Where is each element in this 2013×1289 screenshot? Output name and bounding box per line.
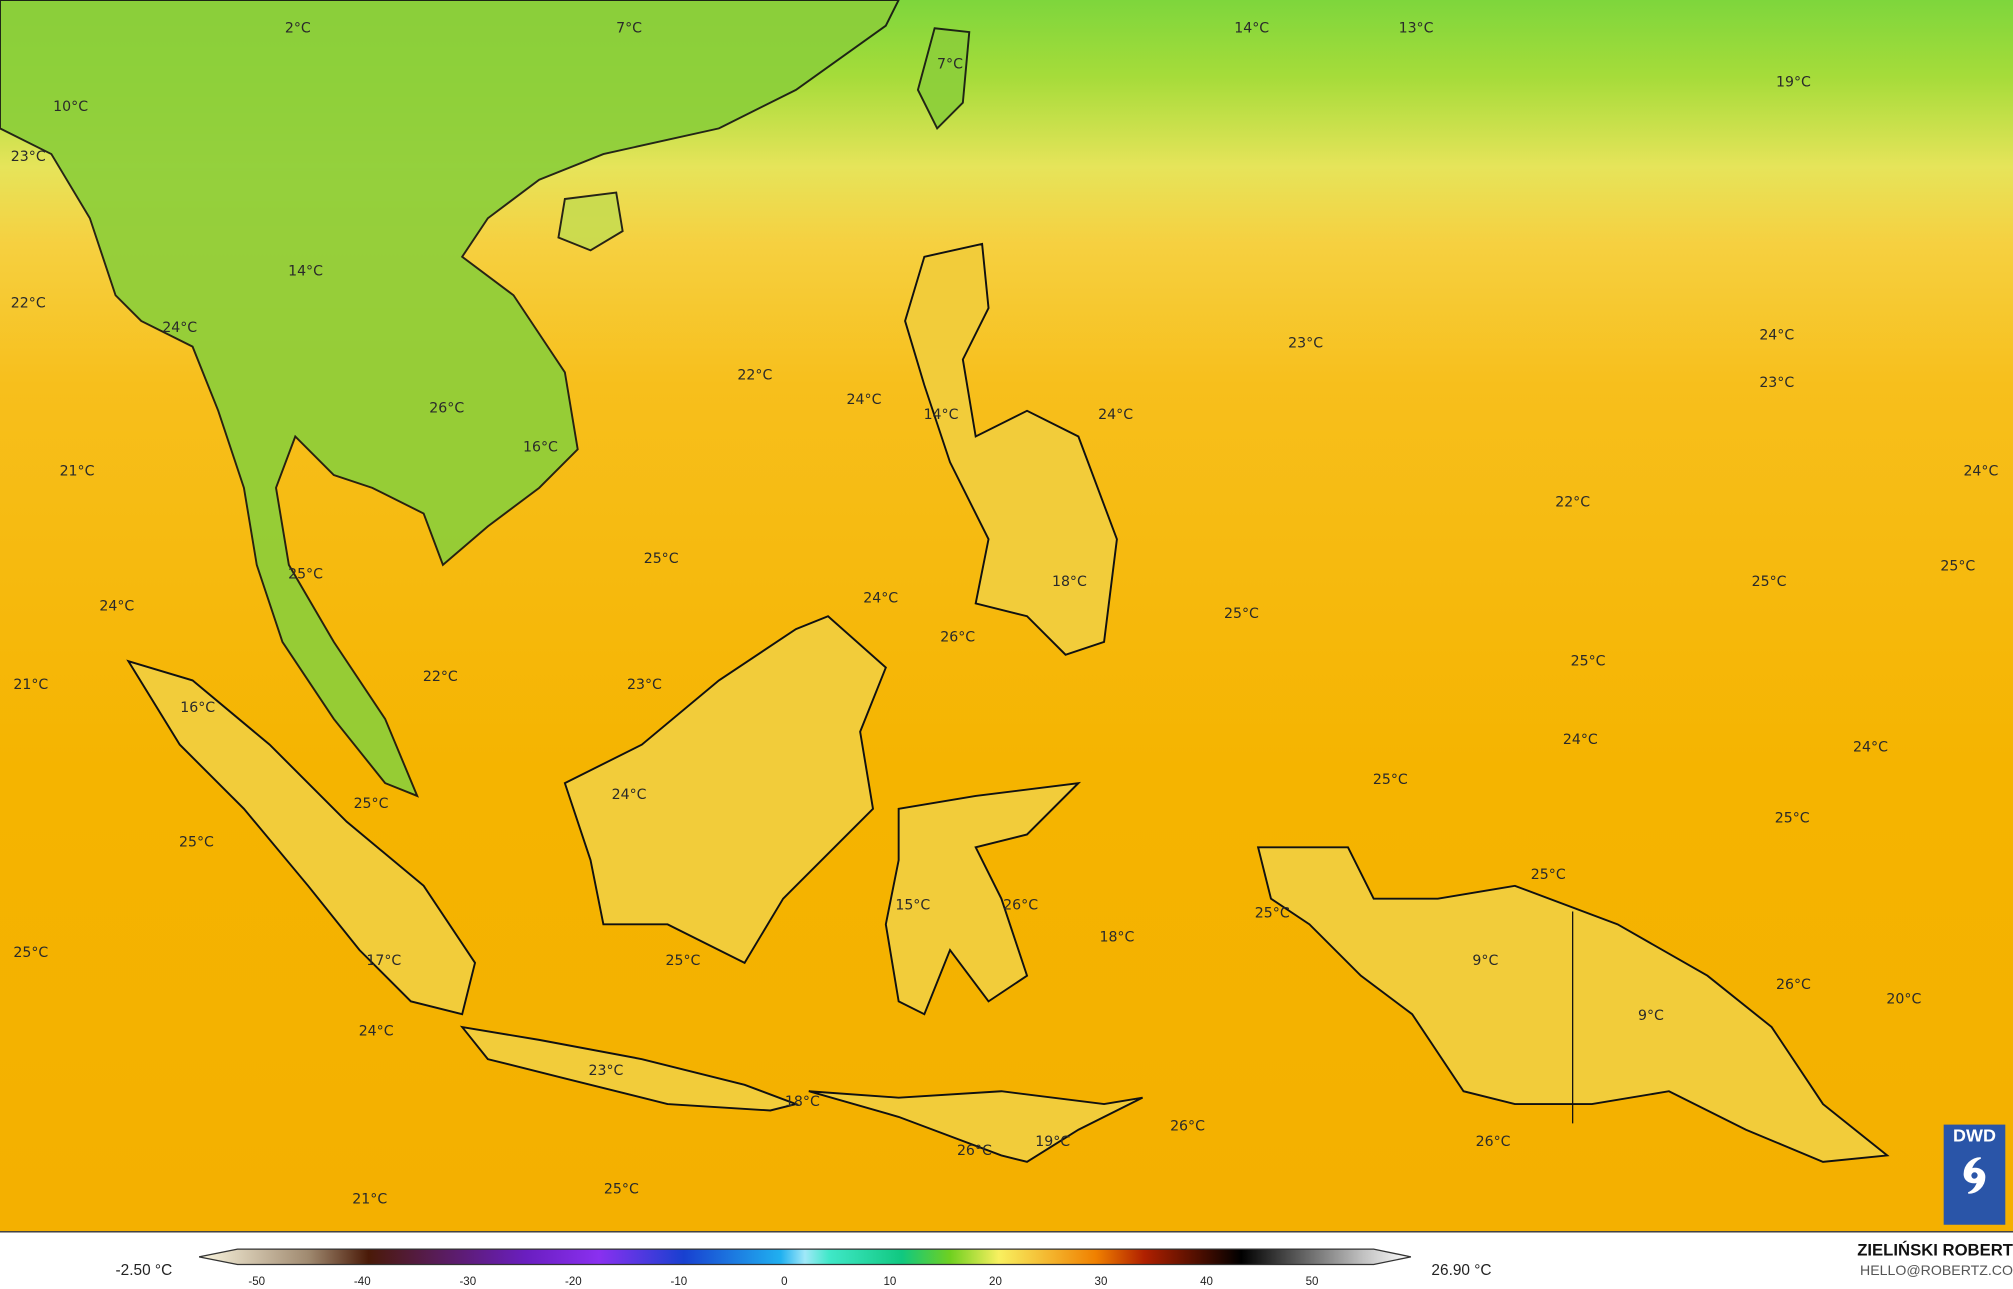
legend-tick-label: 50 [1305, 1274, 1319, 1288]
landmasses [0, 0, 1890, 1163]
temperature-label: 24°C [611, 786, 647, 804]
temperature-label: 25°C [665, 951, 701, 969]
legend-tick-label: -20 [564, 1274, 582, 1288]
temperature-label: 25°C [643, 550, 679, 567]
color-legend: -2.50 °C -50 -40 -30 -20 -10 0 10 20 30 40 50 26.9… [0, 1231, 2013, 1289]
temperature-label: 25°C [603, 1180, 639, 1198]
temperature-label: 22°C [737, 366, 773, 384]
legend-tick-label: 0 [781, 1274, 788, 1288]
land-lesser-sunda [808, 1090, 1144, 1163]
temperature-label: 25°C [13, 944, 49, 961]
temperature-label: 21°C [13, 675, 49, 693]
color-scale-bar [198, 1248, 1412, 1266]
temperature-label: 25°C [1774, 809, 1810, 827]
temperature-label: 24°C [1098, 406, 1134, 424]
land-hainan [557, 191, 624, 252]
temperature-label: 26°C [1475, 1132, 1511, 1150]
legend-tick-label: 30 [1094, 1274, 1108, 1288]
temperature-label: 9°C [1638, 1007, 1664, 1024]
temperature-label: 2°C [284, 19, 311, 37]
temperature-label: 25°C [1530, 865, 1566, 883]
legend-tick-label: -30 [459, 1274, 477, 1288]
temperature-label: 16°C [180, 699, 216, 716]
temperature-label: 22°C [10, 294, 46, 312]
author-email[interactable]: HELLO@ROBERTZ.CO [1860, 1263, 2013, 1279]
temperature-label: 24°C [358, 1022, 394, 1040]
land-mainland-asia [0, 0, 900, 798]
legend-tick-label: 10 [883, 1274, 897, 1288]
temperature-label: 21°C [59, 462, 95, 480]
temperature-label: 24°C [1853, 738, 1888, 756]
land-java [459, 1025, 800, 1112]
temperature-label: 23°C [10, 148, 46, 165]
legend-tick-label: -40 [353, 1274, 371, 1288]
temperature-label: 9°C [1472, 951, 1499, 969]
temperature-label: 18°C [1099, 928, 1135, 946]
land-philippines [904, 242, 1118, 656]
temperature-label: 22°C [422, 668, 458, 685]
temperature-label: 26°C [940, 628, 976, 646]
temperature-map[interactable]: 2°C 7°C 14°C 13°C 7°C 19°C 10°C 23°C 14°C 22°C 24°… [0, 0, 2013, 1232]
temperature-label: 25°C [1570, 652, 1606, 670]
temperature-label: 25°C [1254, 904, 1290, 922]
temperature-label: 26°C [1170, 1117, 1205, 1135]
legend-min-value: -2.50 °C [115, 1260, 173, 1279]
temperature-label: 24°C [1963, 462, 1999, 480]
temperature-label: 7°C [937, 55, 963, 73]
temperature-label: 18°C [784, 1093, 820, 1110]
temperature-label: 26°C [429, 399, 465, 417]
temperature-label: 24°C [863, 589, 899, 607]
temperature-label: 26°C [956, 1141, 992, 1159]
temperature-label: 23°C [588, 1062, 624, 1080]
temperature-label: 25°C [288, 565, 323, 583]
temperature-label: 24°C [846, 390, 882, 408]
legend-tick-label: -10 [670, 1274, 688, 1288]
temperature-label: 25°C [178, 833, 214, 851]
temperature-label: 26°C [1776, 976, 1811, 994]
temperature-label: 25°C [1940, 557, 1976, 575]
temperature-label: 26°C [1003, 896, 1039, 914]
temperature-label: 13°C [1398, 19, 1434, 37]
temperature-label: 16°C [523, 438, 558, 456]
temperature-label: 14°C [288, 262, 323, 280]
temperature-label: 25°C [1223, 605, 1259, 623]
temperature-label: 19°C [1035, 1132, 1071, 1150]
temperature-label: 20°C [1886, 990, 1922, 1008]
land-sulawesi [884, 781, 1082, 1016]
temperature-label: 25°C [1372, 770, 1408, 788]
spiral-icon: 🌀︎ [1962, 1147, 1987, 1205]
temperature-label: 21°C [352, 1190, 388, 1208]
legend-tick-label: 40 [1200, 1274, 1213, 1288]
author-name: ZIELIŃSKI ROBERT [1857, 1240, 2013, 1260]
land-borneo [563, 615, 887, 965]
temperature-label: 24°C [1759, 326, 1795, 344]
temperature-label: 10°C [53, 98, 89, 115]
land-sumatra [126, 659, 477, 1016]
temperature-label: 15°C [895, 896, 931, 914]
temperature-label: 24°C [162, 319, 198, 336]
temperature-label: 22°C [1555, 493, 1591, 511]
temperature-label: 25°C [353, 795, 389, 813]
temperature-label: 24°C [99, 597, 135, 615]
temperature-label: 17°C [366, 951, 402, 969]
temperature-label: 7°C [616, 19, 643, 37]
temperature-label: 23°C [627, 675, 662, 693]
temperature-label: 23°C [1759, 374, 1795, 391]
temperature-label: 14°C [1234, 19, 1270, 37]
legend-tick-label: -50 [248, 1274, 266, 1288]
dwd-logo: DWD 🌀︎ [1943, 1124, 2006, 1225]
temperature-label: 24°C [1562, 731, 1598, 748]
temperature-label: 25°C [1751, 573, 1787, 590]
temperature-label: 14°C [923, 406, 959, 424]
dwd-logo-text: DWD [1953, 1124, 1996, 1146]
temperature-label: 18°C [1051, 573, 1087, 590]
legend-max-value: 26.90 °C [1431, 1260, 1492, 1279]
land-taiwan [916, 27, 971, 131]
temperature-label: 19°C [1776, 73, 1811, 91]
legend-tick-label: 20 [989, 1274, 1002, 1288]
temperature-label: 23°C [1288, 334, 1324, 352]
